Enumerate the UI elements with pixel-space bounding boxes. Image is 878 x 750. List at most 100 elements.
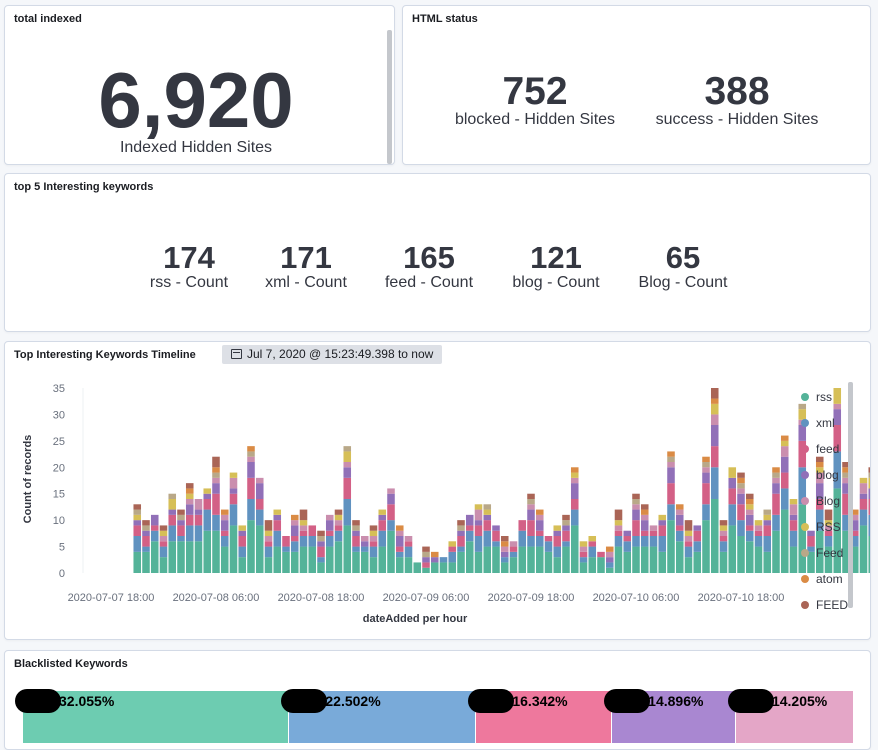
bar-segment-blog[interactable] bbox=[229, 488, 238, 494]
bar-segment-rss[interactable] bbox=[177, 541, 185, 573]
bar-segment-rss[interactable] bbox=[815, 467, 824, 473]
bar-segment-rss[interactable] bbox=[308, 546, 317, 573]
bar-segment-blog[interactable] bbox=[325, 520, 334, 531]
bar-segment-feed[interactable] bbox=[842, 462, 850, 468]
bar-segment-atom[interactable] bbox=[185, 488, 194, 494]
bar-segment-xml[interactable] bbox=[772, 514, 780, 531]
bar-segment-feed[interactable] bbox=[763, 525, 772, 536]
bar-segment-rss[interactable] bbox=[194, 541, 203, 573]
bar-segment-rss[interactable] bbox=[868, 477, 871, 489]
bar-segment-feed[interactable] bbox=[772, 493, 780, 515]
bar-segment-xml[interactable] bbox=[474, 536, 483, 552]
bar-segment-xml[interactable] bbox=[308, 536, 317, 547]
bar-segment-rss[interactable] bbox=[588, 536, 597, 542]
bar-segment-blog[interactable] bbox=[387, 488, 395, 494]
bar-segment-xml[interactable] bbox=[500, 557, 509, 563]
bar-segment-xml[interactable] bbox=[535, 536, 544, 547]
bar-segment-feed[interactable] bbox=[352, 525, 360, 531]
bar-segment-xml[interactable] bbox=[325, 536, 334, 547]
bar-segment-xml[interactable] bbox=[457, 546, 465, 552]
bar-segment-feed[interactable] bbox=[247, 451, 255, 457]
bar-segment-xml[interactable] bbox=[824, 536, 833, 547]
bar-segment-xml[interactable] bbox=[745, 530, 754, 542]
bar-segment-blog[interactable] bbox=[273, 514, 282, 521]
bar-segment-feed[interactable] bbox=[352, 520, 360, 526]
bar-segment-rss[interactable] bbox=[614, 546, 623, 573]
bar-segment-blog[interactable] bbox=[780, 456, 789, 473]
bar-segment-blog[interactable] bbox=[772, 483, 780, 494]
bar-segment-feed[interactable] bbox=[535, 530, 544, 536]
bar-segment-feed[interactable] bbox=[667, 483, 675, 505]
bar-segment-blog[interactable] bbox=[500, 551, 509, 558]
bar-segment-blog[interactable] bbox=[859, 493, 868, 499]
bar-segment-blog[interactable] bbox=[675, 514, 684, 526]
bar-segment-atom[interactable] bbox=[395, 525, 404, 531]
bar-segment-blog[interactable] bbox=[290, 520, 299, 526]
bar-segment-feed[interactable] bbox=[334, 509, 343, 515]
bar-segment-blog[interactable] bbox=[159, 536, 168, 542]
bar-segment-blog[interactable] bbox=[780, 446, 789, 457]
bar-segment-blog[interactable] bbox=[570, 477, 579, 484]
bar-segment-rss[interactable] bbox=[780, 440, 789, 447]
legend-item[interactable]: Blog bbox=[801, 494, 840, 508]
bar-segment-feed[interactable] bbox=[168, 514, 177, 526]
bar-segment-feed[interactable] bbox=[614, 509, 623, 521]
bar-segment-rss[interactable] bbox=[614, 520, 623, 526]
bar-segment-feed[interactable] bbox=[465, 525, 474, 531]
bar-segment-rss[interactable] bbox=[483, 546, 492, 573]
bar-segment-feed[interactable] bbox=[177, 525, 185, 536]
bar-segment-feed[interactable] bbox=[693, 530, 702, 542]
bar-segment-blog[interactable] bbox=[614, 525, 623, 531]
bar-segment-rss[interactable] bbox=[133, 514, 142, 521]
legend-item[interactable]: blog bbox=[801, 468, 839, 482]
bar-segment-rss[interactable] bbox=[597, 557, 605, 573]
bar-segment-xml[interactable] bbox=[378, 530, 387, 547]
bar-segment-feed[interactable] bbox=[702, 462, 710, 468]
bar-segment-blog[interactable] bbox=[247, 462, 255, 478]
bar-segment-feed[interactable] bbox=[737, 483, 745, 489]
bar-segment-xml[interactable] bbox=[343, 499, 352, 526]
bar-segment-rss[interactable] bbox=[299, 546, 308, 573]
bar-segment-feed[interactable] bbox=[212, 472, 220, 478]
bar-segment-rss[interactable] bbox=[824, 546, 833, 573]
bar-segment-feed[interactable] bbox=[868, 472, 871, 478]
bar-segment-rss[interactable] bbox=[448, 562, 457, 573]
bar-segment-rss[interactable] bbox=[710, 403, 719, 415]
bar-segment-rss[interactable] bbox=[850, 546, 859, 573]
bar-segment-blog[interactable] bbox=[194, 499, 203, 510]
bar-segment-blog[interactable] bbox=[474, 509, 483, 521]
bar-segment-blog[interactable] bbox=[632, 509, 640, 521]
bar-segment-xml[interactable] bbox=[859, 509, 868, 526]
bar-segment-blog[interactable] bbox=[710, 425, 719, 447]
bar-segment-blog[interactable] bbox=[264, 536, 273, 542]
bar-segment-feed[interactable] bbox=[448, 546, 457, 552]
bar-segment-rss[interactable] bbox=[290, 551, 299, 573]
bar-segment-rss[interactable] bbox=[815, 530, 824, 573]
bar-segment-rss[interactable] bbox=[404, 557, 413, 573]
bar-segment-rss[interactable] bbox=[728, 467, 737, 478]
bar-segment-rss[interactable] bbox=[570, 472, 579, 478]
bar-segment-xml[interactable] bbox=[850, 536, 859, 547]
bar-segment-blog[interactable] bbox=[299, 525, 308, 531]
bar-segment-feed[interactable] bbox=[824, 530, 833, 536]
date-range-badge[interactable]: Jul 7, 2020 @ 15:23:49.398 to now bbox=[222, 345, 443, 364]
bar-segment-rss[interactable] bbox=[737, 536, 745, 573]
bar-segment-xml[interactable] bbox=[737, 520, 745, 536]
bar-segment-rss[interactable] bbox=[430, 562, 439, 573]
bar-segment-feed[interactable] bbox=[632, 499, 640, 505]
bar-segment-blog[interactable] bbox=[553, 530, 562, 536]
bar-segment-blog[interactable] bbox=[220, 520, 229, 531]
bar-segment-rss[interactable] bbox=[570, 525, 579, 573]
bar-segment-feed[interactable] bbox=[737, 472, 745, 478]
bar-segment-atom[interactable] bbox=[667, 451, 675, 457]
bar-segment-atom[interactable] bbox=[815, 462, 824, 468]
bar-segment-blog[interactable] bbox=[789, 504, 798, 515]
bar-segment-rss[interactable] bbox=[255, 525, 264, 573]
bar-segment-blog[interactable] bbox=[815, 472, 824, 484]
bar-segment-xml[interactable] bbox=[334, 530, 343, 542]
bar-segment-xml[interactable] bbox=[789, 530, 798, 547]
bar-segment-blog[interactable] bbox=[255, 483, 264, 499]
bar-segment-rss[interactable] bbox=[798, 504, 807, 573]
bar-segment-blog[interactable] bbox=[212, 477, 220, 484]
bar-segment-xml[interactable] bbox=[614, 536, 623, 547]
